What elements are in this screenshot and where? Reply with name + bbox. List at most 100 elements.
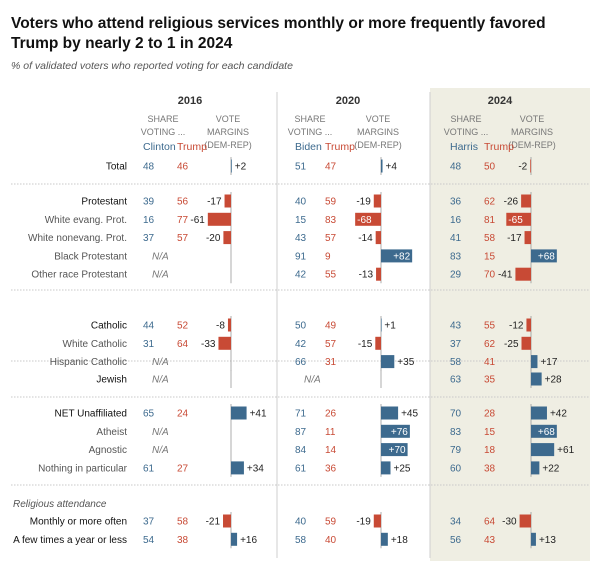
- year-header-2020: 2020: [336, 95, 360, 107]
- dem-margin-bar: [381, 424, 410, 438]
- dem-margin-bar: [381, 249, 413, 263]
- margin-label: -25: [504, 339, 519, 350]
- row-label: Catholic: [91, 321, 127, 332]
- margin-label: -17: [207, 197, 222, 208]
- rep-candidate-2024: Trump: [484, 141, 514, 153]
- dem-share-value: 48: [450, 162, 462, 173]
- dem-margin-bar: [531, 424, 557, 438]
- rep-candidate-2016: Trump: [177, 141, 207, 153]
- margin-label: +25: [394, 463, 411, 474]
- rep-share-value: 15: [484, 427, 496, 438]
- rep-share-value: 83: [325, 215, 337, 226]
- row-label: Monthly or more often: [30, 517, 127, 528]
- rep-share-value: 62: [484, 197, 496, 208]
- highlight-2024-column: [430, 88, 590, 561]
- rep-margin-bar: [521, 194, 531, 208]
- margin-label: -2: [518, 162, 527, 173]
- dem-share-value: 61: [143, 463, 155, 474]
- chart-subtitle: % of validated voters who reported votin…: [11, 60, 293, 72]
- row-label: A few times a year or less: [13, 535, 127, 546]
- rep-share-value: 40: [325, 535, 337, 546]
- dem-share-value: 36: [450, 197, 462, 208]
- dem-margin-bar: [531, 355, 538, 369]
- dem-share-value: 29: [450, 270, 462, 281]
- rep-margin-bar: [207, 212, 231, 226]
- margin-label-2024: (DEM-REP): [508, 140, 556, 150]
- dem-share-value: 60: [450, 463, 462, 474]
- margin-label: +34: [247, 463, 264, 474]
- rep-share-value: 77: [177, 215, 189, 226]
- margin-label: -8: [216, 321, 225, 332]
- margin-label: +2: [235, 162, 247, 173]
- margin-label: -30: [502, 517, 517, 528]
- margin-label: +76: [391, 427, 408, 438]
- row-label: White Catholic: [63, 339, 127, 350]
- dem-share-value: 50: [295, 321, 307, 332]
- rep-margin-bar: [227, 318, 231, 332]
- dem-share-value: 70: [450, 409, 462, 420]
- rep-share-value: 49: [325, 321, 337, 332]
- margin-label-2020: MARGINS: [357, 127, 399, 137]
- na-label: N/A: [152, 270, 169, 281]
- rep-share-value: 70: [484, 270, 496, 281]
- margin-label: -41: [498, 270, 513, 281]
- rep-margin-bar: [521, 336, 531, 350]
- margin-label-2016: (DEM-REP): [204, 140, 252, 150]
- dem-margin-bar: [231, 532, 238, 546]
- margin-label-2016: MARGINS: [207, 127, 249, 137]
- row-label: Agnostic: [89, 445, 127, 456]
- margin-label: +1: [384, 321, 396, 332]
- margin-label: -61: [190, 215, 205, 226]
- margin-label: +28: [545, 375, 562, 386]
- rep-margin-bar: [376, 267, 381, 281]
- dem-margin-bar: [381, 443, 408, 457]
- dem-share-value: 51: [295, 162, 307, 173]
- margin-label: -19: [356, 517, 371, 528]
- rep-margin-bar: [375, 231, 381, 245]
- margin-label: -26: [504, 197, 519, 208]
- margin-label: -65: [508, 215, 523, 226]
- dem-share-value: 61: [295, 463, 307, 474]
- rep-share-value: 50: [484, 162, 496, 173]
- share-label-2016: VOTING ...: [141, 127, 186, 137]
- dem-share-value: 44: [143, 321, 155, 332]
- dem-margin-bar: [381, 159, 383, 173]
- rep-share-value: 57: [325, 233, 337, 244]
- margin-label: -15: [358, 339, 373, 350]
- margin-label: -68: [357, 215, 372, 226]
- margin-label: +70: [389, 445, 406, 456]
- dem-share-value: 15: [295, 215, 307, 226]
- dem-share-value: 87: [295, 427, 307, 438]
- dem-margin-bar: [531, 406, 547, 420]
- row-label: Total: [106, 162, 127, 173]
- rep-margin-bar: [224, 194, 231, 208]
- rep-share-value: 31: [325, 357, 337, 368]
- year-header-2016: 2016: [178, 95, 202, 107]
- dem-candidate-2020: Biden: [295, 141, 322, 153]
- margin-label: +13: [539, 535, 556, 546]
- share-label-2024: VOTING ...: [444, 127, 489, 137]
- rep-share-value: 26: [325, 409, 337, 420]
- rep-share-value: 56: [177, 197, 189, 208]
- rep-margin-bar: [515, 267, 531, 281]
- rep-share-value: 41: [484, 357, 496, 368]
- rep-margin-bar: [218, 336, 231, 350]
- dem-margin-bar: [531, 532, 536, 546]
- dem-share-value: 54: [143, 535, 155, 546]
- rep-share-value: 38: [484, 463, 496, 474]
- row-label: Jewish: [96, 375, 127, 386]
- rep-margin-bar: [223, 514, 231, 528]
- row-label: Nothing in particular: [38, 463, 128, 474]
- rep-margin-bar: [506, 212, 531, 226]
- rep-share-value: 36: [325, 463, 337, 474]
- rep-margin-bar: [526, 318, 531, 332]
- dem-share-value: 37: [143, 517, 155, 528]
- margin-label: -19: [356, 197, 371, 208]
- dem-share-value: 79: [450, 445, 462, 456]
- dem-candidate-2024: Harris: [450, 141, 478, 153]
- margin-label: +18: [391, 535, 408, 546]
- dem-share-value: 83: [450, 427, 462, 438]
- margin-label: -13: [359, 270, 374, 281]
- margin-label-2024: MARGINS: [511, 127, 553, 137]
- margin-label: +45: [401, 409, 418, 420]
